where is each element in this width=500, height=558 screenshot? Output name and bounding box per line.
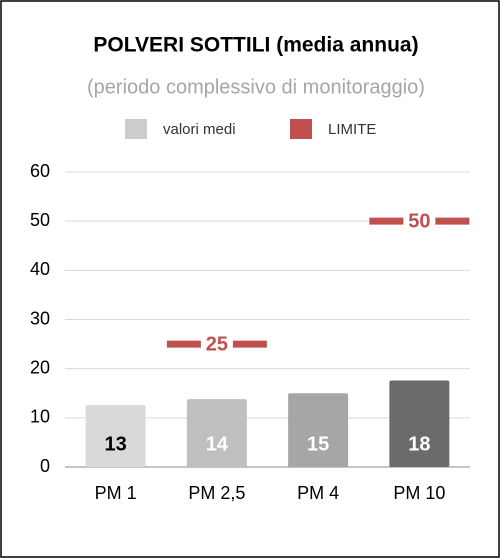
y-tick-label: 30 bbox=[30, 308, 50, 328]
bar bbox=[389, 380, 450, 467]
chart-title: POLVERI SOTTILI (media annua) bbox=[93, 34, 418, 57]
y-tick-label: 20 bbox=[30, 357, 50, 377]
y-tick-label: 10 bbox=[30, 407, 50, 427]
limit-label-bg bbox=[403, 210, 436, 233]
x-tick-label: PM 10 bbox=[393, 483, 445, 503]
data-label: 18 bbox=[408, 433, 430, 455]
bar bbox=[288, 393, 349, 467]
chart-subtitle: (periodo complessivo di monitoraggio) bbox=[87, 76, 425, 98]
x-tick-label: PM 4 bbox=[297, 483, 339, 503]
legend-label: LIMITE bbox=[328, 121, 376, 138]
data-label: 25 bbox=[206, 333, 228, 355]
y-tick-label: 60 bbox=[30, 161, 50, 181]
legend-label: valori medi bbox=[163, 121, 236, 138]
data-label: 50 bbox=[408, 210, 430, 232]
legend-swatch bbox=[125, 119, 147, 139]
data-label: 13 bbox=[105, 433, 127, 455]
y-tick-label: 0 bbox=[40, 456, 50, 476]
data-label: 15 bbox=[307, 433, 329, 455]
bar bbox=[186, 399, 247, 467]
data-label: 14 bbox=[206, 433, 229, 455]
x-tick-label: PM 1 bbox=[95, 483, 137, 503]
legend-swatch bbox=[290, 119, 312, 139]
x-tick-label: PM 2,5 bbox=[188, 483, 245, 503]
y-tick-label: 50 bbox=[30, 210, 50, 230]
bar bbox=[85, 405, 146, 467]
y-tick-label: 40 bbox=[30, 259, 50, 279]
limit-label-bg bbox=[200, 333, 233, 356]
